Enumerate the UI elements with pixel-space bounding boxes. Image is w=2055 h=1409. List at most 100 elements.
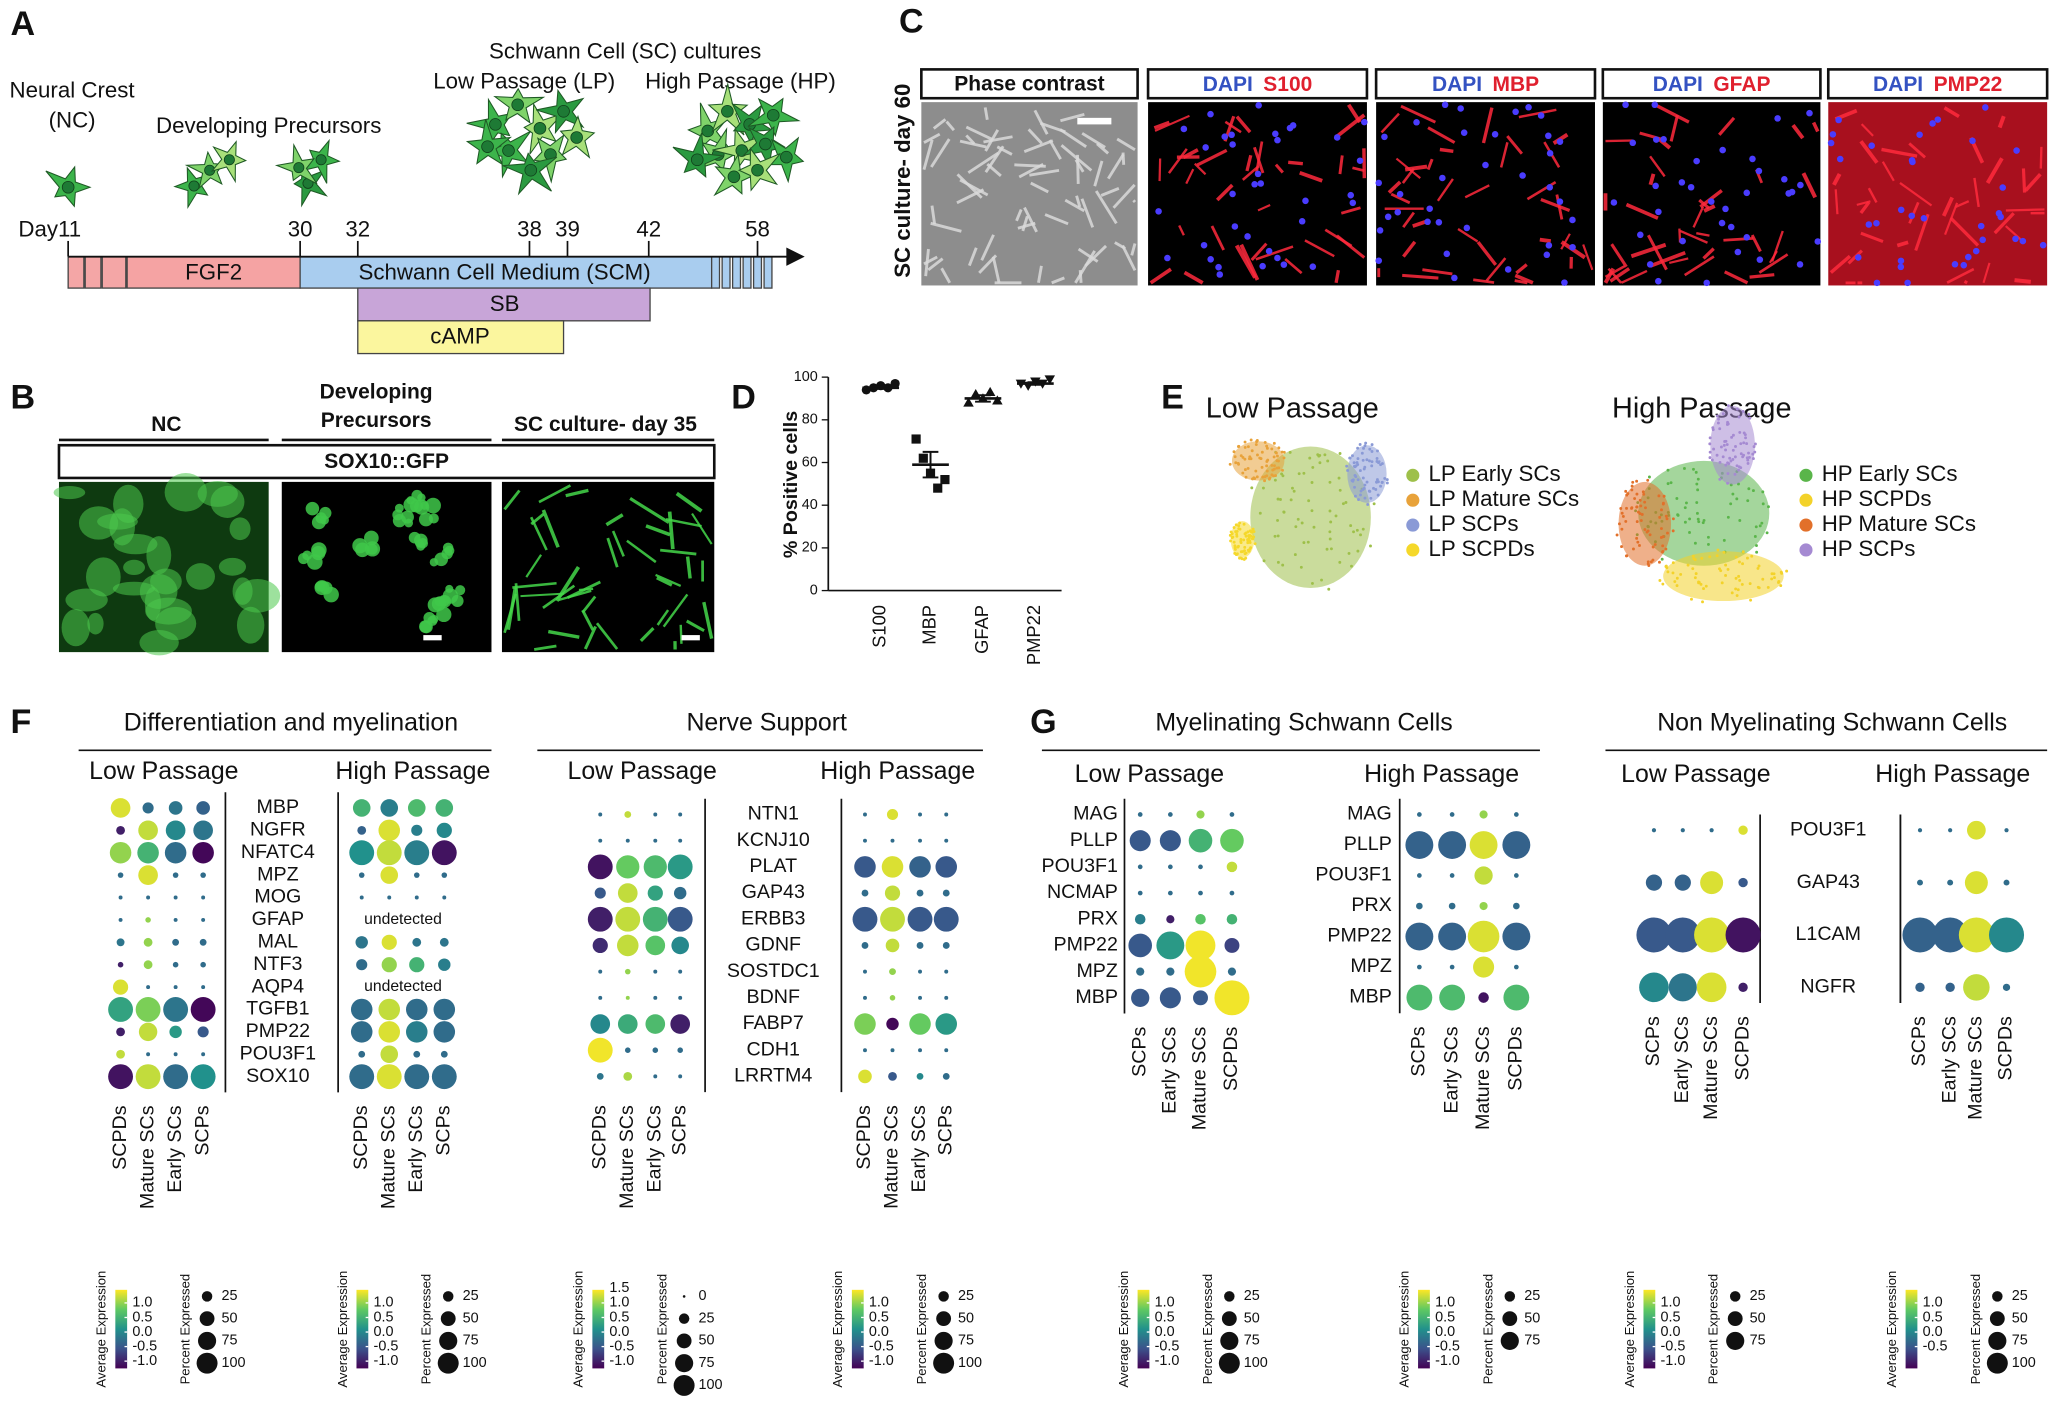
micrograph-texture	[1017, 221, 1036, 230]
size-key-label: 50	[699, 1333, 715, 1349]
micrograph-texture	[1811, 121, 1820, 133]
timeline-box	[763, 256, 773, 289]
micrograph-texture	[662, 593, 689, 628]
expression-dot	[617, 934, 639, 957]
size-key	[1726, 1331, 1745, 1350]
umap-cell	[1665, 517, 1669, 521]
micrograph-texture	[581, 595, 597, 614]
micrograph-texture	[1439, 174, 1446, 182]
size-key-label: 100	[958, 1355, 982, 1371]
expression-dot	[916, 1072, 924, 1080]
colorbar-label: -0.5	[1661, 1338, 1686, 1354]
umap-cell	[1741, 410, 1745, 413]
umap-cell	[1740, 582, 1744, 586]
micrograph-texture	[1080, 198, 1095, 228]
umap-cell	[1733, 472, 1737, 476]
umap-cell	[1731, 448, 1735, 452]
umap-cell	[1289, 498, 1293, 502]
cell-nucleus	[524, 163, 538, 177]
scale-bar	[423, 635, 442, 641]
data-point	[933, 483, 943, 493]
cell-nucleus	[61, 180, 75, 194]
gene-label: AQP4	[252, 975, 304, 997]
expression-dot	[173, 985, 178, 990]
micrograph-texture	[1791, 123, 1805, 140]
colorbar-label: 0.0	[132, 1324, 152, 1340]
expression-dot	[1513, 902, 1520, 910]
size-key	[201, 1291, 213, 1302]
colorbar	[1418, 1289, 1430, 1369]
micrograph-texture	[1476, 240, 1498, 266]
expression-dot	[617, 883, 638, 903]
gene-label: MAL	[258, 930, 298, 952]
expression-dot	[1229, 812, 1235, 817]
micrograph-texture	[1239, 243, 1260, 281]
micrograph-texture	[1814, 238, 1822, 245]
expression-dot	[172, 938, 180, 946]
size-key	[1729, 1291, 1741, 1302]
umap-cell	[1636, 540, 1640, 544]
umap-cell	[1673, 580, 1677, 583]
umap-cell	[1302, 471, 1306, 475]
umap-cell	[1356, 478, 1360, 482]
micrograph-texture	[1859, 140, 1879, 164]
micrograph-texture	[1514, 273, 1534, 285]
micrograph-texture	[702, 601, 714, 640]
x-tick-label: Early SCs	[1671, 1016, 1693, 1103]
stain-dapi: DAPI	[1653, 73, 1703, 96]
x-tick-label: Mature SCs	[881, 1105, 903, 1209]
umap-cell	[1247, 549, 1251, 553]
micrograph-texture	[685, 556, 692, 579]
umap-cell	[1745, 456, 1749, 460]
umap-cell	[1356, 457, 1360, 461]
stage-label: High Passage (HP)	[645, 68, 836, 93]
data-point	[970, 388, 981, 399]
umap-cell	[1361, 487, 1365, 491]
umap-cell	[1702, 587, 1705, 591]
expression-dot	[1448, 902, 1456, 910]
umap-cell	[1385, 481, 1389, 485]
expression-dot	[201, 985, 206, 990]
umap-cell	[1241, 471, 1245, 475]
micrograph-texture	[1499, 141, 1509, 168]
gene-label: MPZ	[1076, 960, 1117, 982]
legend-swatch	[1799, 518, 1813, 532]
expression-dot	[168, 801, 183, 815]
size-key-label: 25	[1524, 1288, 1540, 1304]
umap-cell	[1356, 463, 1360, 466]
size-key-label: 50	[1750, 1310, 1766, 1326]
micrograph-texture	[97, 513, 138, 530]
umap-cell	[1728, 456, 1732, 460]
micrograph-texture	[1402, 240, 1417, 258]
expression-dot	[2004, 828, 2009, 833]
micrograph-texture	[1972, 247, 1980, 255]
x-tick-label: Mature SCs	[136, 1105, 158, 1209]
micrograph-texture	[530, 512, 545, 526]
umap-cell	[1648, 533, 1652, 537]
expression-dot	[918, 969, 922, 974]
umap-cell	[1311, 465, 1315, 469]
micrograph-texture	[1352, 166, 1365, 173]
umap-cell	[1635, 479, 1639, 483]
umap-cell	[1248, 547, 1252, 551]
error-bar	[922, 450, 939, 479]
umap-cell	[1359, 489, 1363, 493]
expression-dot	[625, 995, 630, 1000]
expression-dot	[1196, 810, 1205, 819]
micrograph-texture	[1255, 245, 1294, 261]
micrograph-texture	[1749, 155, 1756, 163]
expression-dot	[172, 961, 179, 968]
expression-dot	[1188, 828, 1213, 853]
micrograph-texture	[980, 234, 995, 261]
error-bar	[872, 385, 889, 390]
legend-title: Average Expression	[1622, 1271, 1637, 1388]
expression-dot	[413, 872, 420, 878]
expression-dot	[1948, 828, 1953, 833]
umap-cell	[1277, 466, 1281, 470]
umap-cell	[1653, 543, 1657, 546]
gene-label: POU3F1	[1315, 864, 1391, 886]
size-key-label: 25	[463, 1288, 479, 1304]
stain-marker: PMP22	[1934, 73, 2003, 96]
umap-cell	[1312, 525, 1316, 529]
expression-dot	[678, 969, 683, 974]
